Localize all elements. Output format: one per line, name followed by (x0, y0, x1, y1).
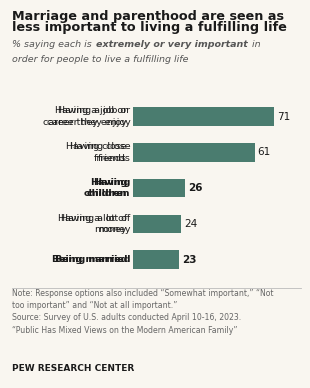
Text: 61: 61 (258, 147, 271, 158)
Text: extremely or very important: extremely or very important (96, 40, 248, 49)
Text: Having a job or
career they enjoy: Having a job or career they enjoy (43, 106, 127, 127)
Text: 26: 26 (188, 183, 202, 193)
Text: Having a job or
career they enjoy: Having a job or career they enjoy (46, 106, 130, 127)
Text: in: in (249, 40, 260, 49)
Text: PEW RESEARCH CENTER: PEW RESEARCH CENTER (12, 364, 135, 373)
Text: Note: Response options also included “Somewhat important,” “Not
too important” a: Note: Response options also included “So… (12, 289, 274, 334)
Text: 71: 71 (277, 112, 290, 122)
Text: Having
children: Having children (87, 178, 130, 198)
Text: Having a lot of
money: Having a lot of money (58, 214, 127, 234)
Bar (133, 250, 179, 269)
Text: Being married: Being married (51, 255, 127, 264)
Text: 24: 24 (184, 219, 197, 229)
Text: % saying each is: % saying each is (12, 40, 95, 49)
Text: Having close
friends: Having close friends (66, 142, 127, 163)
Text: Having a lot of
money: Having a lot of money (61, 214, 130, 234)
Text: 23: 23 (182, 255, 197, 265)
Text: order for people to live a fulfilling life: order for people to live a fulfilling li… (12, 55, 189, 64)
Bar (133, 215, 181, 233)
Text: Being married: Being married (55, 255, 130, 264)
Text: Having close
friends: Having close friends (70, 142, 130, 163)
Bar (133, 143, 255, 162)
Bar (133, 107, 274, 126)
Text: less important to living a fulfilling life: less important to living a fulfilling li… (12, 21, 287, 35)
Bar (133, 179, 185, 197)
Text: Marriage and parenthood are seen as: Marriage and parenthood are seen as (12, 10, 284, 23)
Text: Having
children: Having children (84, 178, 127, 198)
